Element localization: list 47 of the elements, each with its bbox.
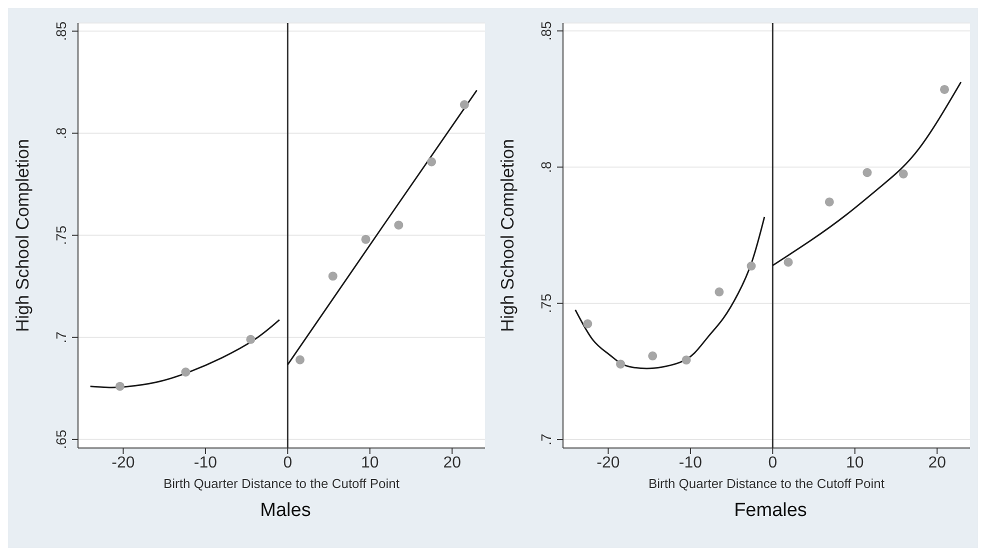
point [394,220,404,230]
point [328,272,338,281]
y-axis-title: High School Completion [12,138,32,332]
point [246,334,256,344]
y-tick-label: .8 [538,161,554,173]
point [862,168,872,178]
point [181,368,190,377]
x-tick-label: -20 [112,454,135,472]
x-tick-label: 20 [928,454,946,472]
line-series [772,81,962,266]
x-tick-label: 10 [846,454,864,472]
point [648,351,658,360]
x-tick-label: 10 [360,454,379,472]
y-tick-label: .85 [538,20,554,41]
point [583,319,592,328]
point [682,356,691,365]
x-axis-title: Birth Quarter Distance to the Cutoff Point [648,476,885,491]
text: Males [259,500,312,522]
x-tick-label: -20 [596,454,620,472]
point [714,287,724,296]
x-axis-title: Birth Quarter Distance to the Cutoff Point [163,476,400,491]
point [115,382,124,391]
text: Females [733,500,808,522]
y-tick-label: .65 [53,429,69,450]
point [824,197,834,206]
point [361,234,370,244]
x-tick-label: 20 [443,454,462,472]
y-axis-title: High School Completion [497,138,518,332]
line-series [574,216,766,370]
point [427,157,436,166]
y-tick-label: .7 [538,434,554,446]
x-tick-label: 0 [283,454,292,472]
y-tick-label: .75 [538,293,554,314]
point [784,258,793,267]
point [746,262,756,271]
x-tick-label: -10 [678,454,702,472]
point [940,84,950,94]
point [616,360,626,369]
point [898,169,908,178]
y-tick-label: .8 [53,127,69,140]
x-tick-label: 0 [768,454,778,472]
y-tick-label: .7 [53,331,69,344]
point [295,355,305,364]
y-tick-label: .75 [53,225,69,246]
x-tick-label: -10 [194,454,218,472]
point [460,100,469,110]
y-tick-label: .85 [53,21,69,41]
